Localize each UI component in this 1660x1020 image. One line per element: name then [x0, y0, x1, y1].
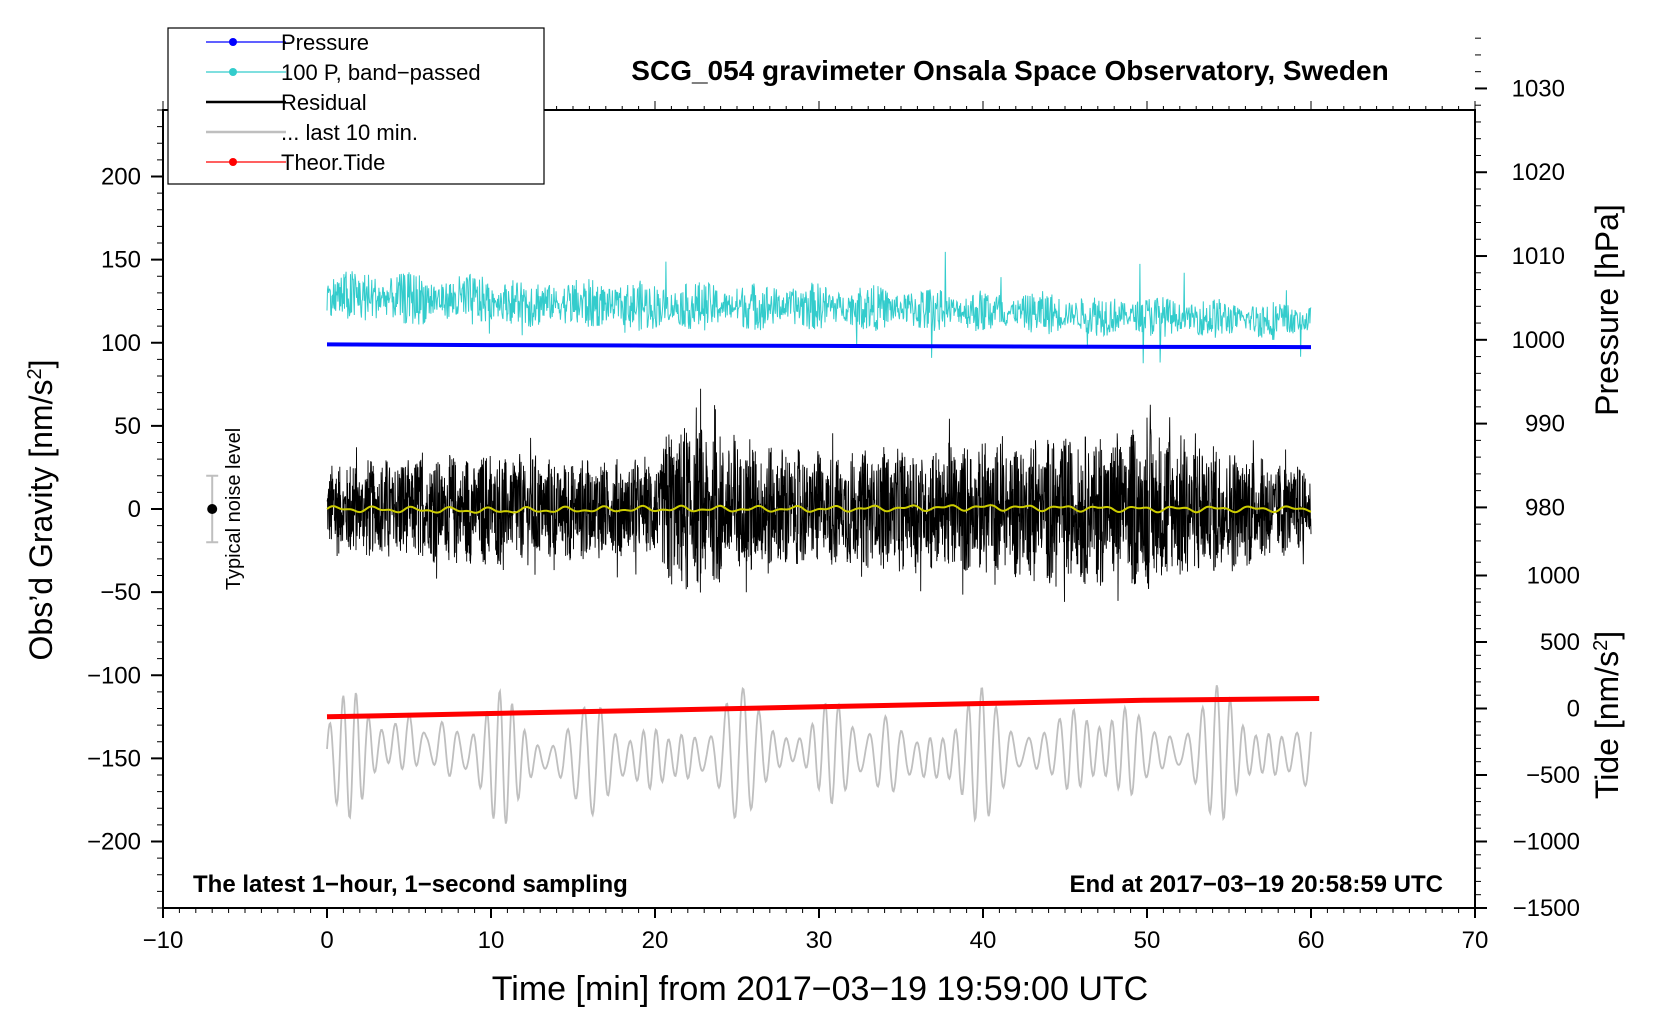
tide-tick-label: 0: [1567, 696, 1580, 723]
x-tick-label: 20: [642, 927, 669, 954]
tide-tick-label: −1500: [1513, 895, 1580, 922]
y-tick-label: −150: [87, 745, 141, 772]
annotation-left: The latest 1−hour, 1−second sampling: [193, 871, 628, 898]
pressure-tick-label: 980: [1525, 494, 1565, 521]
x-tick-label: 10: [478, 927, 505, 954]
pressure-axis-label: Pressure [hPa]: [1589, 204, 1625, 416]
y-tick-label: −100: [87, 662, 141, 689]
residual-smoothed-line: [326, 504, 1312, 514]
x-tick-label: 70: [1462, 927, 1489, 954]
legend-label: ... last 10 min.: [281, 120, 418, 145]
legend-box: [167, 27, 545, 185]
pressure-tick-label: 1000: [1512, 327, 1565, 354]
y-tick-label: −200: [87, 829, 141, 856]
y-tick-label: 0: [128, 496, 141, 523]
pressure-tick-label: 990: [1525, 411, 1565, 438]
y-tick-label: 150: [101, 247, 141, 274]
pressure-tick-label: 1030: [1512, 75, 1565, 102]
y-axis-label: Obs’d Gravity [nm/s2]: [23, 360, 59, 661]
noise-label: Typical noise level: [223, 428, 245, 590]
chart-title: SCG_054 gravimeter Onsala Space Observat…: [631, 55, 1388, 86]
noise-point: [207, 504, 218, 514]
x-axis-label: Time [min] from 2017−03−19 19:59:00 UTC: [492, 970, 1148, 1008]
legend-label: 100 P, band−passed: [281, 60, 481, 85]
y-tick-label: 50: [114, 413, 141, 440]
legend-label: Pressure: [281, 30, 369, 55]
tide-tick-label: 1000: [1527, 563, 1580, 590]
x-tick-label: 30: [806, 927, 833, 954]
legend-label: Theor.Tide: [281, 150, 385, 175]
x-tick-label: −10: [143, 927, 184, 954]
band-passed-pressure-line: [326, 251, 1312, 364]
pressure-tick-label: 1010: [1512, 243, 1565, 270]
legend-label: Residual: [281, 90, 367, 115]
last-10-min-line: [326, 685, 1312, 824]
tide-tick-label: −1000: [1513, 829, 1580, 856]
x-tick-label: 40: [970, 927, 997, 954]
legend-marker: [229, 38, 237, 46]
tide-tick-label: 500: [1540, 629, 1580, 656]
legend-marker: [229, 68, 237, 76]
legend-marker: [229, 158, 237, 166]
annotation-right: End at 2017−03−19 20:58:59 UTC: [1069, 871, 1443, 898]
x-tick-label: 0: [320, 927, 333, 954]
tide-tick-label: −500: [1526, 762, 1580, 789]
y-tick-label: 100: [101, 330, 141, 357]
tide-axis-label: Tide [nm/s2]: [1589, 631, 1625, 799]
y-tick-label: −50: [100, 579, 141, 606]
pressure-tick-label: 1020: [1512, 159, 1565, 186]
theor-tide-line: [326, 696, 1320, 720]
y-tick-label: 200: [101, 164, 141, 191]
pressure-line: [326, 342, 1312, 350]
residual-line: [326, 388, 1312, 602]
x-tick-label: 50: [1134, 927, 1161, 954]
x-tick-label: 60: [1298, 927, 1325, 954]
